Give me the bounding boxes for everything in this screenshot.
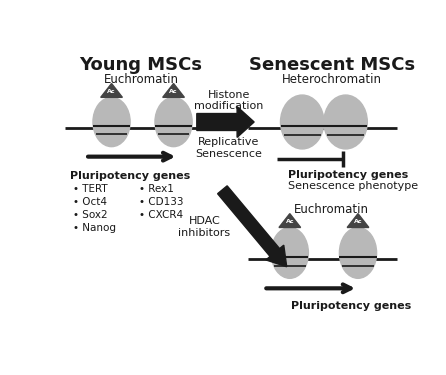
Text: Euchromatin: Euchromatin (103, 73, 178, 86)
Text: Euchromatin: Euchromatin (294, 203, 369, 216)
Text: • Sox2: • Sox2 (73, 210, 107, 220)
Text: Ac: Ac (285, 219, 294, 224)
Text: HDAC
inhibitors: HDAC inhibitors (178, 216, 231, 237)
Text: Ac: Ac (169, 88, 178, 94)
Ellipse shape (155, 98, 192, 147)
Polygon shape (163, 84, 184, 98)
Text: Pluripotency genes: Pluripotency genes (70, 171, 190, 180)
Polygon shape (197, 106, 254, 137)
Ellipse shape (93, 98, 130, 147)
Polygon shape (101, 84, 122, 98)
Text: Senescent MSCs: Senescent MSCs (248, 56, 415, 74)
Polygon shape (347, 214, 369, 228)
Text: Young MSCs: Young MSCs (79, 56, 202, 74)
Text: • Oct4: • Oct4 (73, 197, 107, 207)
Text: • TERT: • TERT (73, 184, 107, 194)
Ellipse shape (271, 228, 308, 278)
Ellipse shape (324, 95, 368, 149)
Ellipse shape (281, 95, 324, 149)
Polygon shape (279, 214, 301, 228)
Text: Heterochromatin: Heterochromatin (282, 73, 382, 86)
Text: Senescence phenotype: Senescence phenotype (288, 181, 418, 191)
Text: • CXCR4: • CXCR4 (140, 210, 184, 220)
Text: Ac: Ac (107, 88, 116, 94)
Text: • Rex1: • Rex1 (140, 184, 174, 194)
Text: Histone
modification: Histone modification (194, 90, 263, 111)
Text: Pluripotency genes: Pluripotency genes (288, 170, 409, 180)
Polygon shape (218, 186, 287, 267)
Text: Pluripotency genes: Pluripotency genes (291, 301, 411, 310)
Text: Replicative
Senescence: Replicative Senescence (195, 137, 262, 159)
Ellipse shape (339, 228, 376, 278)
Text: • CD133: • CD133 (140, 197, 184, 207)
Text: Ac: Ac (354, 219, 362, 224)
Text: • Nanog: • Nanog (73, 223, 116, 233)
